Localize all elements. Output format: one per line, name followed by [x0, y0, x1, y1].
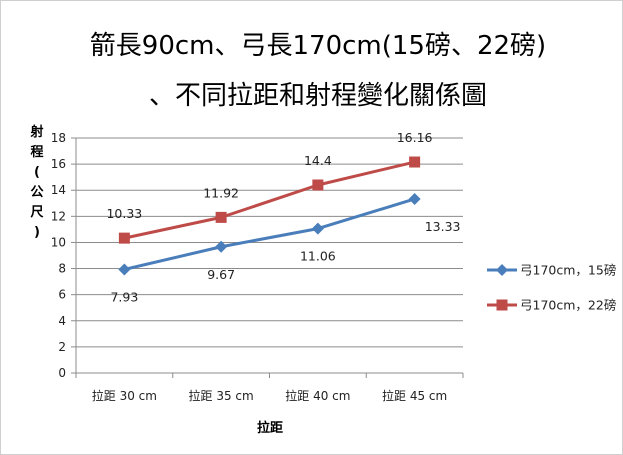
data-point — [215, 211, 227, 223]
y-axis-title: 射程 ( 公尺) — [29, 124, 43, 240]
data-point — [311, 222, 324, 235]
series-line — [124, 160, 415, 240]
y-tick-label: 18 — [51, 131, 66, 145]
x-axis-title: 拉距 — [257, 420, 283, 436]
data-label: 9.67 — [207, 267, 235, 282]
data-point — [408, 192, 421, 205]
gridlines — [71, 137, 463, 374]
x-tick-label: 拉距 35 cm — [189, 388, 254, 403]
x-tick-labels: 拉距 30 cm 拉距 35 cm 拉距 40 cm 拉距 45 cm — [92, 388, 447, 403]
y-tick-label: 2 — [58, 340, 66, 354]
data-labels: 7.93 9.67 11.06 13.33 10.33 11.92 14.4 16.16 — [106, 130, 460, 304]
y-axis-title-char: 公 — [30, 185, 43, 200]
y-tick-label: 8 — [58, 262, 66, 276]
legend-marker — [496, 299, 508, 311]
data-point — [409, 156, 421, 168]
x-tick-label: 拉距 30 cm — [92, 388, 157, 403]
data-label: 14.4 — [304, 153, 332, 168]
data-point — [312, 179, 324, 191]
y-axis-title-char: ( — [34, 165, 40, 180]
y-tick-label: 0 — [58, 366, 66, 380]
y-tick-label: 10 — [51, 235, 66, 249]
data-label: 13.33 — [425, 219, 461, 234]
y-tick-label: 14 — [51, 183, 66, 197]
y-axis-title-char: 射 — [29, 124, 43, 140]
chart-title-line-2: 、不同拉距和射程變化關係圖 — [149, 81, 487, 111]
y-axis-title-char: 程 — [30, 145, 43, 160]
chart-title-line-1: 箭長90cm、弓長170cm(15磅、22磅) — [90, 31, 546, 61]
legend-label: 弓170cm，22磅 — [520, 298, 616, 313]
y-axis-title-char: 尺 — [30, 205, 43, 220]
data-label: 11.06 — [300, 249, 336, 264]
data-label: 7.93 — [110, 289, 138, 304]
y-tick-labels: 0 2 4 6 8 10 12 14 16 18 — [51, 131, 66, 380]
legend-label: 弓170cm，15磅 — [520, 263, 616, 278]
data-label: 11.92 — [203, 185, 239, 200]
y-tick-label: 16 — [51, 157, 66, 171]
series-line — [124, 197, 416, 271]
legend-marker — [496, 264, 508, 276]
axes — [75, 138, 464, 378]
y-axis-title-char: ) — [34, 225, 40, 240]
x-tick-label: 拉距 40 cm — [285, 388, 350, 403]
data-label: 16.16 — [397, 130, 433, 145]
y-tick-label: 12 — [51, 209, 66, 223]
data-point — [215, 240, 228, 253]
y-tick-label: 4 — [58, 314, 66, 328]
data-point — [118, 263, 131, 276]
data-label: 10.33 — [106, 206, 142, 221]
y-tick-label: 6 — [58, 288, 66, 302]
series-group — [118, 156, 421, 276]
x-tick-label: 拉距 45 cm — [382, 388, 447, 403]
data-point — [118, 232, 130, 244]
